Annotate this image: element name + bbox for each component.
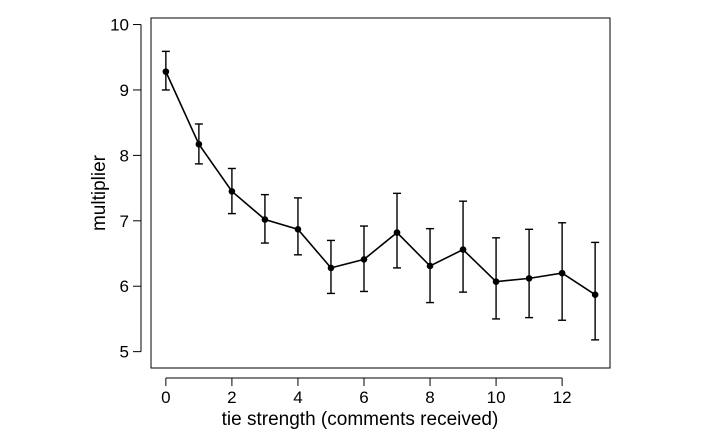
y-tick-label: 10 [110,16,129,35]
plot-frame [150,17,611,369]
x-tick-label: 12 [553,388,572,407]
data-point [426,262,434,270]
series-line [165,71,596,296]
data-point [162,68,170,75]
y-tick-label: 8 [120,146,129,165]
y-axis-label: multiplier [89,154,110,231]
data-points [162,68,599,299]
data-point [492,278,500,285]
y-tick-label: 7 [120,212,129,231]
x-tick-label: 0 [161,388,170,407]
data-point [558,269,566,277]
x-tick-label: 8 [425,388,434,407]
error-bar [525,228,534,319]
x-tick-label: 6 [359,388,368,407]
x-tick-label: 2 [227,388,236,407]
y-tick-label: 6 [120,277,129,296]
data-point [228,188,236,195]
y-tick-label: 9 [120,81,129,100]
x-axis: 0 2 4 6 8 10 12 [161,377,572,407]
data-point [327,264,335,272]
error-bars [161,50,600,341]
data-point [525,275,533,282]
data-point [360,256,368,263]
data-point [591,291,599,299]
error-bar [591,241,600,341]
data-point [459,246,467,253]
data-point [294,226,302,233]
x-axis-label: tie strength (comments received) [222,409,499,430]
x-tick-label: 4 [293,388,302,407]
data-point [195,140,203,148]
data-point [393,229,401,236]
data-point [261,216,269,223]
y-tick-label: 5 [120,343,129,362]
y-axis: 5 6 7 8 9 10 [110,16,142,362]
x-tick-label: 10 [487,388,506,407]
